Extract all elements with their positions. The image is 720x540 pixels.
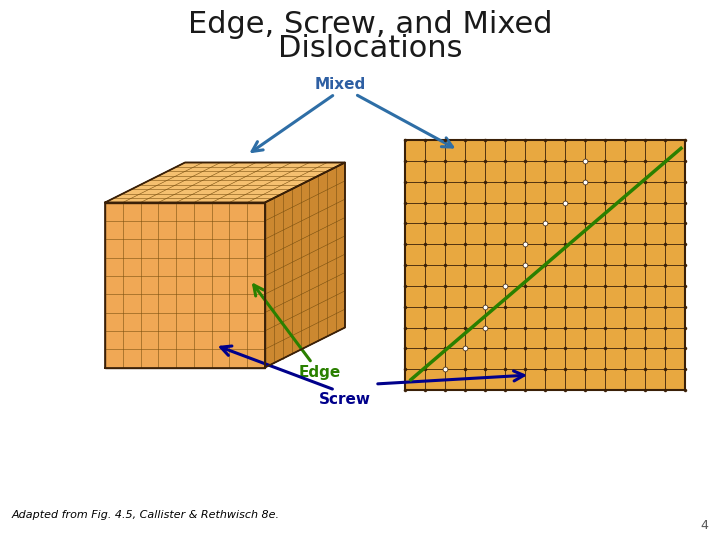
Text: Edge: Edge [299, 365, 341, 380]
Polygon shape [105, 202, 265, 368]
Polygon shape [265, 163, 345, 368]
Text: Screw: Screw [319, 392, 371, 407]
Polygon shape [105, 163, 345, 202]
Text: Adapted from Fig. 4.5, Callister & Rethwisch 8e.: Adapted from Fig. 4.5, Callister & Rethw… [12, 510, 280, 520]
Text: Edge, Screw, and Mixed: Edge, Screw, and Mixed [188, 10, 552, 39]
Text: 4: 4 [700, 519, 708, 532]
Text: Mixed: Mixed [315, 77, 366, 92]
Text: Dislocations: Dislocations [278, 34, 462, 63]
Bar [405, 140, 685, 390]
